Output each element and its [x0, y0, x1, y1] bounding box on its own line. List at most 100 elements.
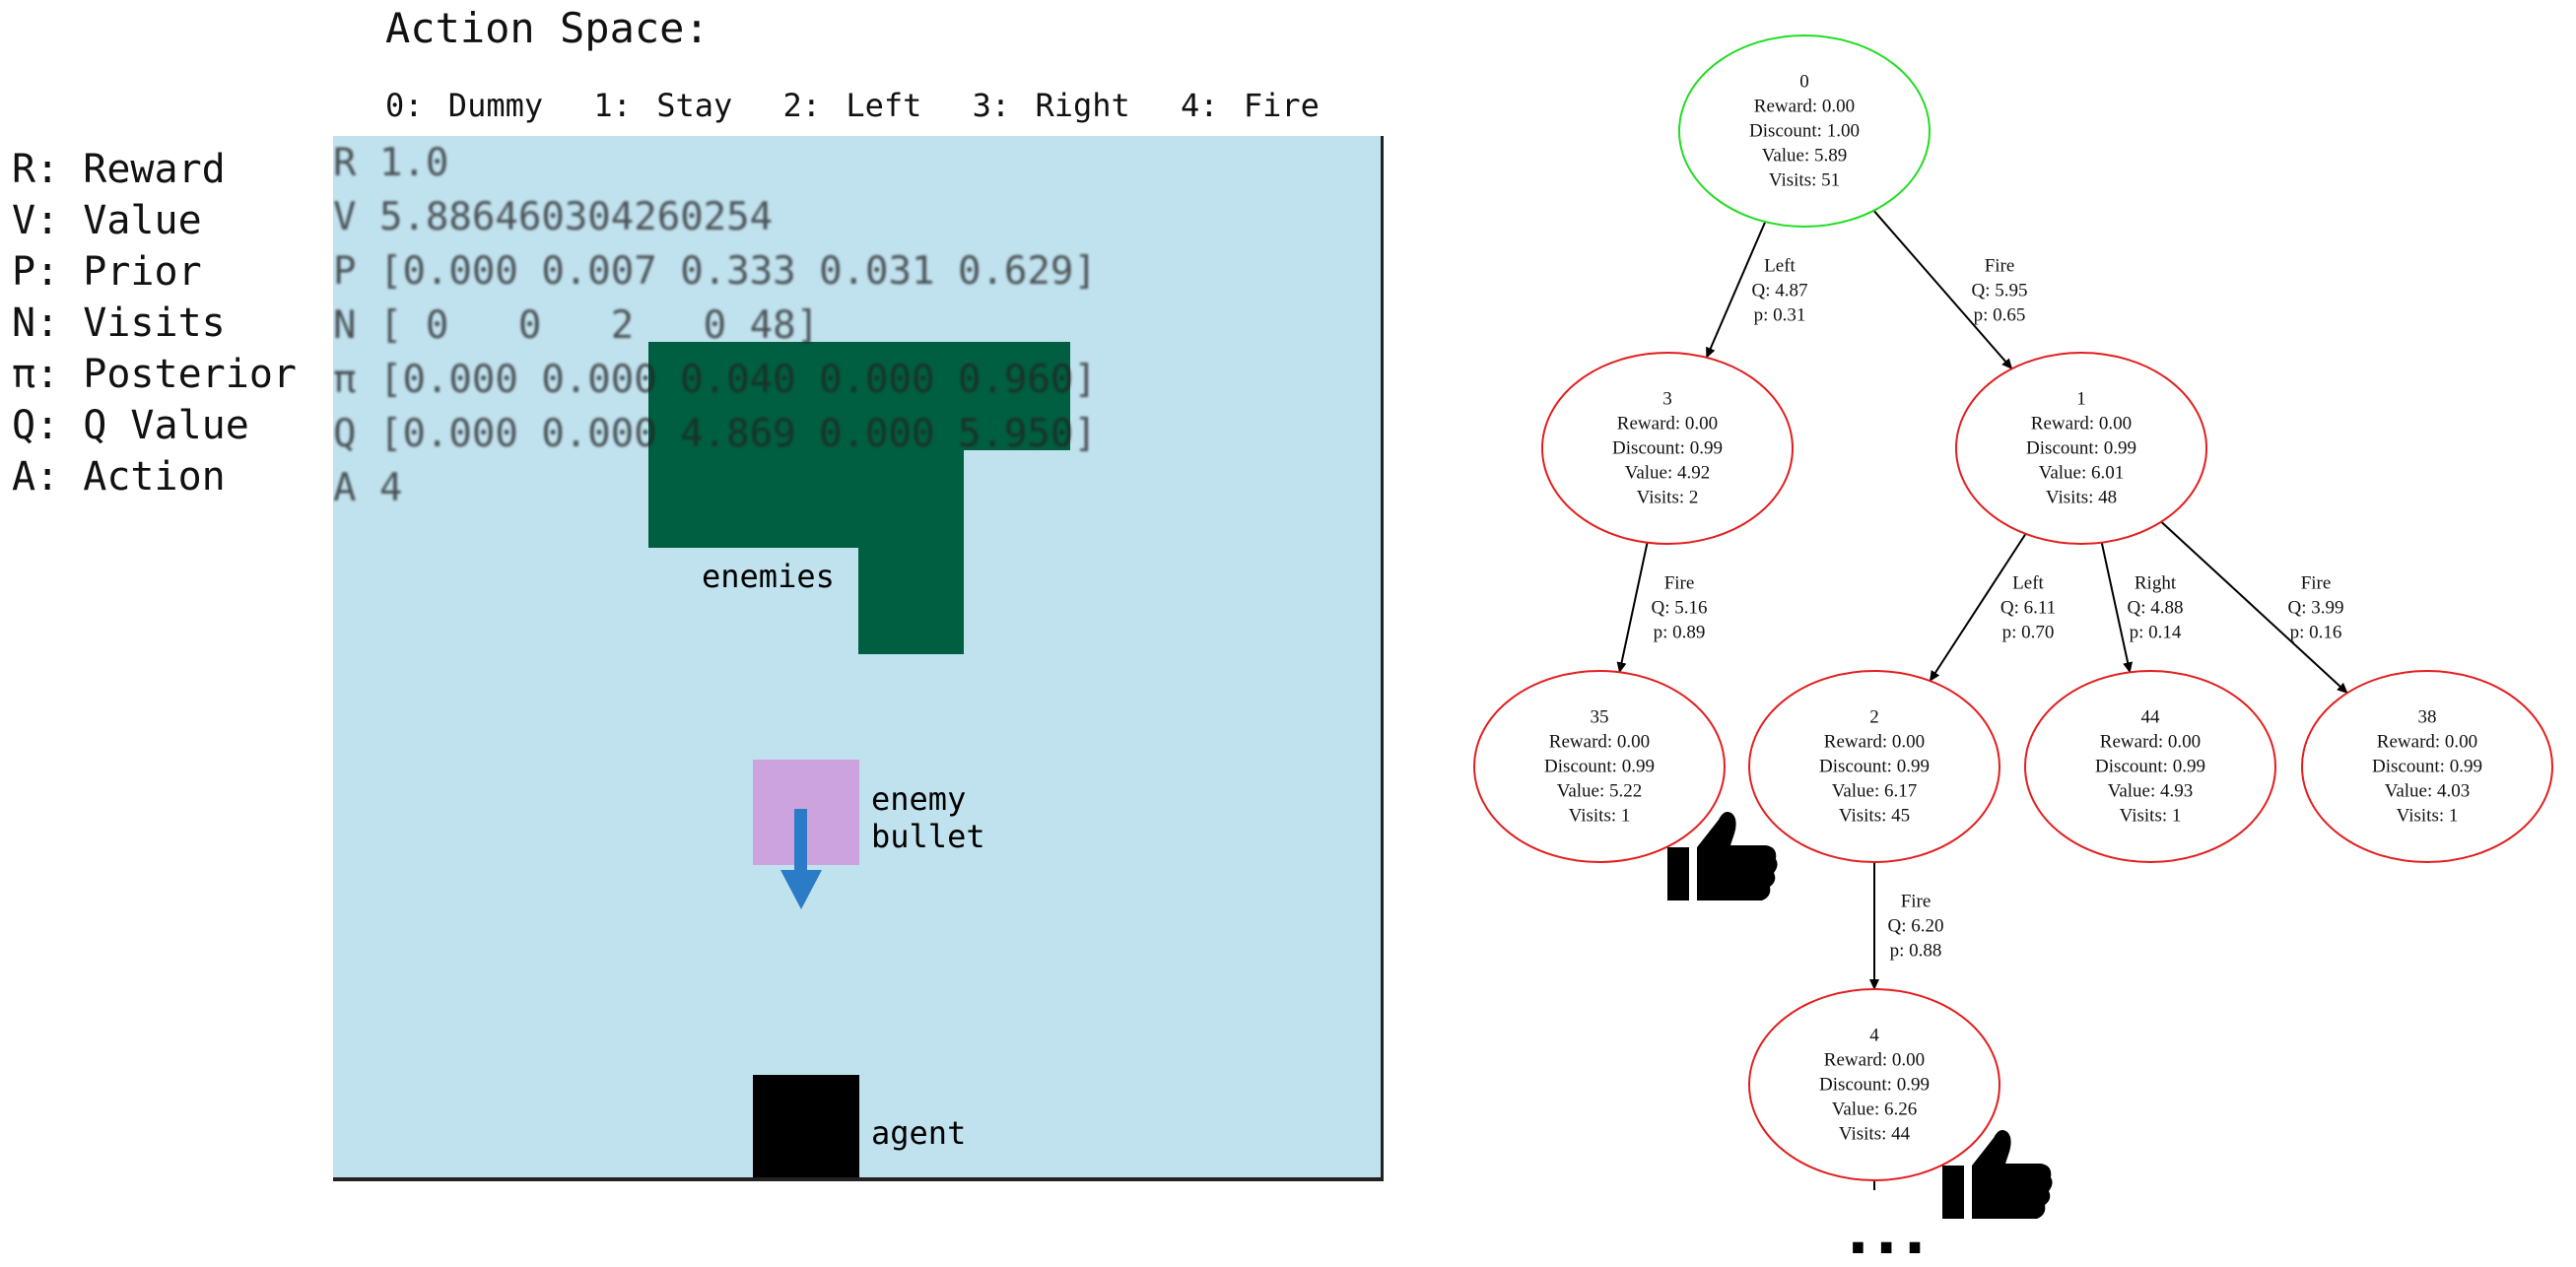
tree-node [1473, 670, 1726, 863]
edge-label: Fire Q: 6.20 p: 0.88 [1888, 890, 1944, 964]
action-item: 0: Dummy [385, 87, 544, 124]
legend-item: V: Value [12, 198, 202, 243]
node-label: 3 Reward: 0.00 Discount: 0.99 Value: 4.92 Vi… [1612, 387, 1723, 510]
edge-label-line: Q: 5.95 [1971, 280, 2028, 301]
tree-node [2301, 670, 2553, 863]
edge-label-line: p: 0.16 [2289, 622, 2342, 643]
legend: R: Reward V: Value P: Prior N: Visits π:… [12, 144, 297, 502]
node-label-line: Reward: 0.00 [1823, 1049, 1926, 1071]
legend-item: A: Action [12, 454, 226, 500]
tree-node [1541, 352, 1794, 545]
edge-label-line: p: 0.65 [1973, 304, 2026, 326]
node-label-line: Reward: 0.00 [2030, 413, 2133, 434]
edge-label-line: Left [1764, 255, 1796, 277]
node-label-line: Visits: 45 [1838, 805, 1911, 827]
tree-node [2024, 670, 2276, 863]
node-label-line: Visits: 1 [2396, 805, 2459, 827]
edge-label-line: p: 0.88 [1889, 940, 1942, 962]
legend-item: N: Visits [12, 300, 226, 346]
tree-edge [2100, 542, 2134, 674]
agent-label: agent [871, 1114, 967, 1152]
action-item: 4: Fire [1181, 87, 1320, 124]
edge-label-line: Q: 4.88 [2127, 597, 2184, 619]
tree-edge [1705, 221, 1767, 359]
game-screen: R 1.0 V 5.886460304260254 P [0.000 0.007… [333, 136, 1384, 1181]
node-label-line: Value: 5.22 [1556, 780, 1643, 802]
edge-label-line: Q: 5.16 [1651, 597, 1708, 619]
stat-posterior: π [0.000 0.000 0.040 0.000 0.960] [333, 358, 1097, 402]
tree-edge [1929, 533, 2027, 682]
edge-label-line: Fire [1984, 255, 2015, 277]
node-label-line: 44 [2140, 706, 2160, 728]
tree-node [1955, 352, 2207, 545]
legend-item: π: Posterior [12, 352, 297, 397]
node-label-line: Discount: 0.99 [2026, 437, 2136, 459]
edge-label-line: Right [2134, 572, 2177, 594]
action-space-list: 0: Dummy 1: Stay 2: Left 3: Right 4: Fir… [385, 87, 1345, 124]
legend-item: Q: Q Value [12, 403, 249, 448]
legend-item: R: Reward [12, 147, 226, 192]
action-item: 3: Right [972, 87, 1130, 124]
node-label-line: 2 [1869, 706, 1879, 728]
node-label-line: Discount: 0.99 [2095, 756, 2205, 777]
node-label-line: Discount: 0.99 [1612, 437, 1723, 459]
tree-edge [1616, 542, 1649, 674]
node-label-line: Value: 4.03 [2384, 780, 2471, 802]
down-arrow-icon [780, 809, 822, 909]
edge-label: Left Q: 4.87 p: 0.31 [1752, 254, 1808, 328]
edge-label-line: Q: 4.87 [1751, 280, 1808, 301]
action-space-title: Action Space: [385, 4, 710, 52]
edge-label-line: p: 0.31 [1753, 304, 1806, 326]
node-label-line: Value: 6.01 [2038, 462, 2125, 484]
node-label: 38 Reward: 0.00 Discount: 0.99 Value: 4.03 V… [2372, 705, 2482, 829]
node-label-line: 38 [2417, 706, 2437, 728]
node-label-line: 0 [1799, 71, 1809, 93]
node-label-line: 4 [1869, 1025, 1879, 1046]
node-label-line: Value: 6.17 [1831, 780, 1918, 802]
node-label: 4 Reward: 0.00 Discount: 0.99 Value: 6.26 Vi… [1819, 1024, 1930, 1147]
edge-label-line: Fire [2300, 572, 2332, 594]
node-label-line: Value: 5.89 [1761, 145, 1848, 167]
node-label: 35 Reward: 0.00 Discount: 0.99 Value: 5.22 V… [1544, 705, 1655, 829]
edge-label-line: Q: 6.11 [2000, 597, 2057, 619]
root-node [1678, 34, 1931, 228]
node-label-line: 1 [2076, 388, 2086, 410]
legend-item: P: Prior [12, 249, 202, 295]
node-label-line: Visits: 1 [1568, 805, 1631, 827]
edge-label: Left Q: 6.11 p: 0.70 [2000, 571, 2056, 645]
node-label: 0 Reward: 0.00 Discount: 1.00 Value: 5.89 Vi… [1749, 70, 1860, 193]
node-label-line: Discount: 0.99 [1819, 756, 1930, 777]
thumbs-up-icon [1667, 812, 1778, 900]
node-label-line: Value: 4.93 [2107, 780, 2194, 802]
stat-q-value: Q [0.000 0.000 4.869 0.000 5.950] [333, 412, 1097, 456]
thumbs-up-icon [1942, 1130, 2053, 1219]
tree-edge [2160, 520, 2348, 695]
node-label-line: Reward: 0.00 [2099, 731, 2202, 753]
edge-label: Fire Q: 5.16 p: 0.89 [1652, 571, 1708, 645]
stat-reward: R 1.0 [333, 141, 449, 185]
edge-label-line: Q: 3.99 [2287, 597, 2344, 619]
node-label-line: Visits: 51 [1768, 169, 1841, 191]
node-label-line: 3 [1662, 388, 1672, 410]
node-label-line: Discount: 0.99 [2372, 756, 2482, 777]
enemy-bullet-label: enemy bullet [871, 780, 985, 855]
node-label-line: Discount: 0.99 [1819, 1074, 1930, 1096]
node-label-line: Value: 4.92 [1624, 462, 1711, 484]
edge-label-line: Q: 6.20 [1887, 915, 1944, 937]
node-label-line: Visits: 44 [1838, 1123, 1911, 1145]
node-label-line: Reward: 0.00 [1548, 731, 1651, 753]
continuation-ellipsis: ... [1847, 1199, 1932, 1267]
enemy-block [858, 548, 964, 654]
tree-node [1748, 670, 2000, 863]
node-label-line: Visits: 1 [2119, 805, 2182, 827]
tree-edge [1872, 210, 2013, 370]
node-label-line: Value: 6.26 [1831, 1099, 1918, 1120]
tree-graph [1473, 34, 2553, 1219]
enemies-label: enemies [702, 558, 835, 595]
node-label-line: Reward: 0.00 [1753, 96, 1856, 117]
edge-label: Right Q: 4.88 p: 0.14 [2128, 571, 2184, 645]
node-label-line: Visits: 48 [2045, 487, 2118, 508]
node-label-line: Reward: 0.00 [2376, 731, 2478, 753]
node-label: 2 Reward: 0.00 Discount: 0.99 Value: 6.17 Vi… [1819, 705, 1930, 829]
enemy-block [648, 342, 1070, 450]
